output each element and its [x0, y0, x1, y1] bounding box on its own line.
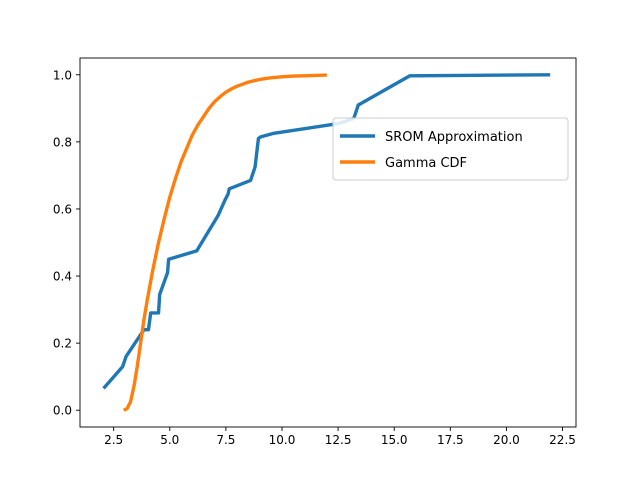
axes: 2.5 5.0 7.5 10.0 12.5 15.0 17.5 20.0 22.5 0.0 0.2 0… [53, 57, 577, 447]
series-line-2 [123, 73, 327, 412]
x-tick-label: 2.5 [104, 433, 123, 447]
x-tick-label: 15.0 [381, 433, 408, 447]
axes-frame [79, 57, 577, 428]
y-tick-label: 0.2 [53, 337, 72, 351]
y-tick-label: 0.0 [53, 404, 72, 418]
y-tick-label: 0.8 [53, 135, 72, 149]
x-tick-label: 22.5 [549, 433, 576, 447]
y-tick-label: 0.4 [53, 270, 72, 284]
x-tick-label: 7.5 [216, 433, 235, 447]
legend-box [332, 117, 569, 181]
y-tick-label: 0.6 [53, 202, 72, 216]
legend-label-1: SROM Approximation [385, 130, 523, 145]
y-tick-label: 1.0 [53, 68, 72, 82]
legend-label-2: Gamma CDF [385, 156, 467, 171]
x-tick-label: 17.5 [437, 433, 464, 447]
legend: SROM Approximation Gamma CDF [332, 117, 569, 181]
x-tick-label: 12.5 [325, 433, 352, 447]
x-tick-label: 10.0 [269, 433, 296, 447]
x-tick-label: 20.0 [493, 433, 520, 447]
x-tick-label: 5.0 [160, 433, 179, 447]
